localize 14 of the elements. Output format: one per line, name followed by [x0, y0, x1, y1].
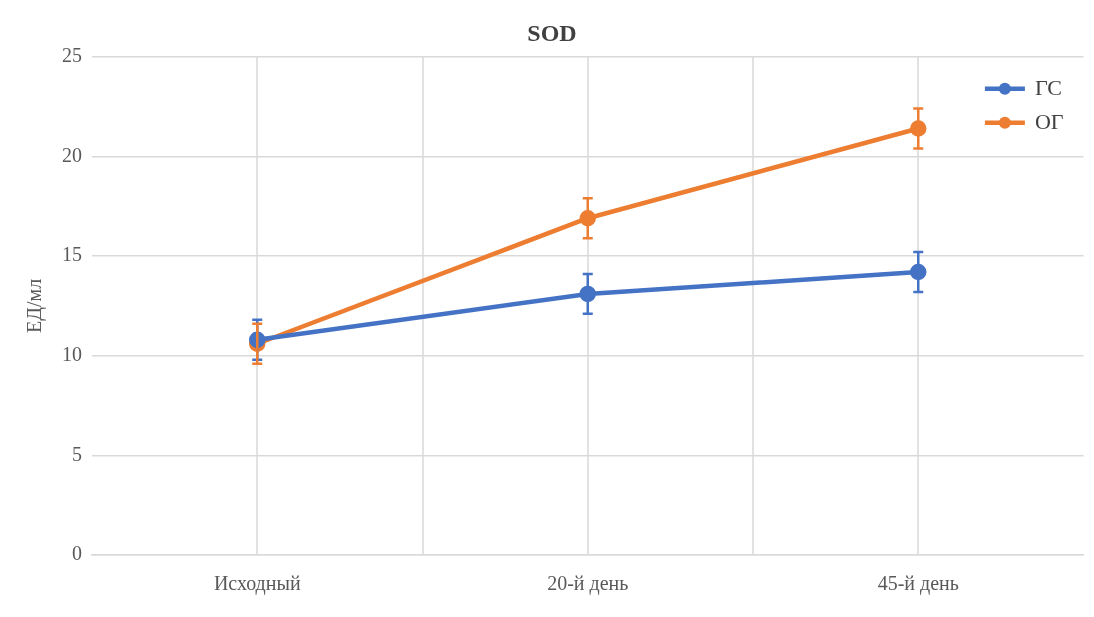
y-tick-label: 20: [62, 143, 82, 166]
y-tick-label: 25: [62, 44, 82, 67]
point: [579, 285, 596, 303]
y-tick-label: 0: [72, 542, 82, 565]
y-axis-title: ЕД/мл: [23, 278, 47, 333]
y-tick-label: 5: [72, 442, 82, 465]
y-tick-label: 10: [62, 342, 82, 365]
x-tick-label: 20-й день: [547, 572, 629, 596]
x-tick-label: Исходный: [213, 572, 301, 596]
y-tick-label: 15: [62, 243, 82, 266]
chart-title: SOD: [527, 19, 577, 46]
x-tick-label: 45-й день: [877, 572, 959, 596]
legend-label: ГС: [1034, 74, 1062, 100]
legend-label: ОГ: [1034, 108, 1064, 134]
